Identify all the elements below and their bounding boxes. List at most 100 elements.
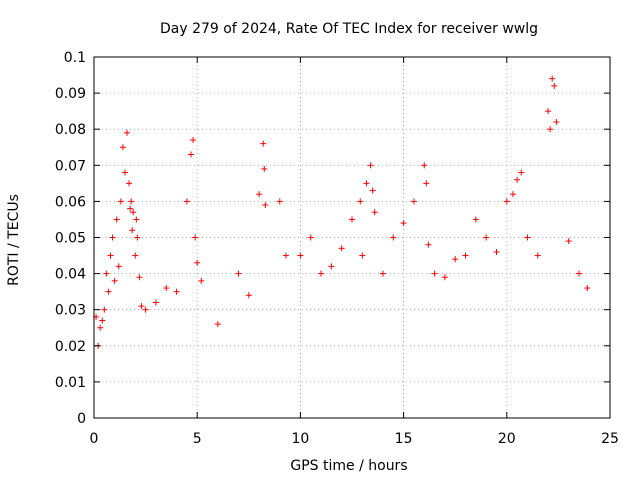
data-point [245,292,252,299]
axis-ticks [93,56,611,419]
y-tick-label: 0.07 [55,158,86,174]
data-point [124,129,131,136]
grid-lines [94,57,610,418]
data-point [103,270,110,277]
data-point [192,234,199,241]
data-points [93,75,591,349]
data-point [565,238,572,245]
y-tick-label: 0.01 [55,375,86,391]
x-tick-label: 20 [498,431,516,447]
data-point [357,198,364,205]
x-tick-label: 0 [90,431,99,447]
data-point [105,288,112,295]
data-point [369,187,376,194]
data-point [367,162,374,169]
data-point [431,270,438,277]
data-point [129,227,136,234]
data-point [307,234,314,241]
x-axis-label: GPS time / hours [290,458,407,474]
data-point [545,108,552,115]
data-point [423,180,430,187]
data-point [318,270,325,277]
y-tick-label: 0.05 [55,231,86,247]
data-point [349,216,355,223]
data-point [107,252,114,259]
x-tick-label: 25 [601,431,619,447]
data-point [194,259,201,266]
data-point [132,252,139,259]
y-tick-label: 0 [77,411,86,427]
data-point [126,180,133,187]
data-point [111,277,118,284]
x-tick-label: 10 [291,431,309,447]
data-point [452,256,459,263]
data-point [133,216,140,223]
data-point [549,75,556,82]
data-point [338,245,345,252]
y-tick-labels: 0 0.01 0.02 0.03 0.04 0.05 0.06 0.07 0.08 0.09 0.1 [55,50,86,427]
data-point [359,252,366,259]
data-point [297,252,304,259]
y-tick-label: 0.1 [64,50,86,66]
data-point [214,321,221,328]
x-tick-label: 5 [193,431,202,447]
data-point [183,198,190,205]
data-point [390,234,397,241]
data-point [553,118,560,125]
y-tick-label: 0.02 [55,339,86,355]
data-point [115,263,122,270]
data-point [379,270,386,277]
data-point [262,202,269,209]
y-axis-label: ROTI / TECUs [6,194,22,286]
plot-frame [93,56,611,419]
data-point [121,169,128,176]
data-point [276,198,283,205]
data-point [128,198,135,205]
data-point [136,274,143,281]
data-point [576,270,583,277]
y-tick-label: 0.06 [55,194,86,210]
data-point [363,180,370,187]
y-tick-label: 0.04 [55,267,86,283]
data-point [99,317,106,324]
data-point [509,191,516,198]
data-point [198,277,205,284]
data-point [152,299,159,306]
data-point [235,270,242,277]
data-point [524,234,531,241]
data-point [584,285,591,292]
data-point [130,209,137,216]
data-point [472,216,479,223]
data-point [163,285,170,292]
data-point [260,140,267,147]
chart-title: Day 279 of 2024, Rate Of TEC Index for r… [160,21,538,37]
data-point [483,234,490,241]
data-point [400,220,407,227]
data-point [190,137,197,144]
y-tick-label: 0.08 [55,122,86,138]
data-point [109,234,116,241]
data-point [142,306,149,313]
data-point [410,198,417,205]
data-point [518,169,525,176]
data-point [547,126,554,133]
data-point [256,191,263,198]
data-point [493,248,500,255]
data-point [462,252,469,259]
data-point [173,288,180,295]
data-point [188,151,195,158]
data-point [97,324,104,331]
data-point [551,82,558,89]
data-point [371,209,378,216]
data-point [328,263,335,270]
data-point [134,234,141,241]
data-point [282,252,289,259]
data-point [425,241,432,248]
data-point [503,198,510,205]
data-point [101,306,108,313]
x-tick-label: 15 [395,431,413,447]
y-tick-label: 0.09 [55,86,86,102]
data-point [441,274,448,281]
x-tick-labels: 0 5 10 15 20 25 [90,431,619,447]
data-point [119,144,126,151]
